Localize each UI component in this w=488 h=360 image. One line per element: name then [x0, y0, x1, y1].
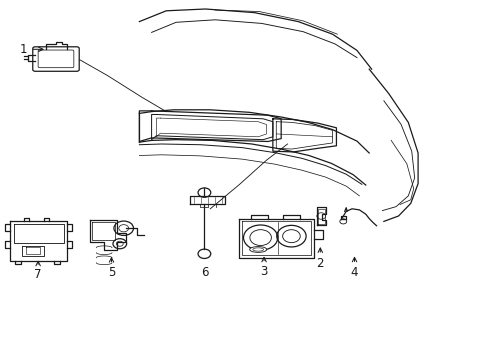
FancyBboxPatch shape: [38, 50, 74, 68]
Text: 4: 4: [350, 266, 358, 279]
Text: 3: 3: [260, 265, 267, 278]
Text: 7: 7: [34, 268, 42, 281]
Text: 5: 5: [107, 266, 115, 279]
FancyBboxPatch shape: [33, 47, 79, 71]
Ellipse shape: [249, 247, 266, 252]
Text: 2: 2: [316, 257, 324, 270]
Ellipse shape: [252, 248, 263, 251]
Text: 1: 1: [20, 43, 27, 56]
Text: 6: 6: [200, 266, 208, 279]
